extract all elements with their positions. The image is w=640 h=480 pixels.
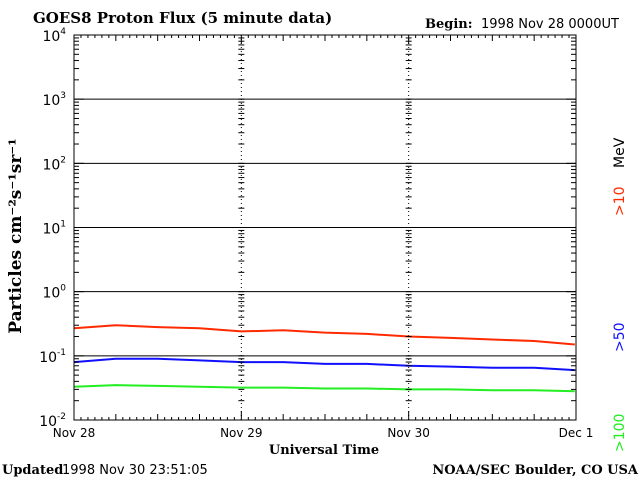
series-line xyxy=(73,357,575,372)
series-layer xyxy=(73,324,575,393)
x-tick-label: Dec 1 xyxy=(559,426,594,440)
y-tick-label: 10-1 xyxy=(39,348,66,366)
y-tick-base: 10 xyxy=(42,29,60,45)
y-tick-exponent: -1 xyxy=(57,348,66,358)
legend-item: >50 xyxy=(612,322,628,352)
y-tick-base: 10 xyxy=(42,222,60,238)
chart-title: GOES8 Proton Flux (5 minute data) xyxy=(33,9,332,27)
y-axis-label: Particles cm⁻²s⁻¹sr⁻¹ xyxy=(6,138,26,333)
y-tick-label: 10-2 xyxy=(39,412,66,430)
x-tick-labels: Nov 28 Nov 29 Nov 30 Dec 1 xyxy=(53,426,594,440)
x-tick-label: Nov 30 xyxy=(387,426,430,440)
legend-item: >100 xyxy=(612,414,628,452)
y-tick-exponent: 3 xyxy=(60,91,66,101)
y-tick-label: 103 xyxy=(42,91,66,109)
y-tick-base: 10 xyxy=(42,157,60,173)
legend-unit: MeV xyxy=(612,137,628,168)
y-tick-label: 100 xyxy=(42,284,66,302)
y-tick-exponent: 1 xyxy=(60,220,66,230)
legend-item: >10 xyxy=(612,186,628,216)
y-tick-exponent: 2 xyxy=(60,155,66,165)
y-tick-base: 10 xyxy=(39,414,57,430)
updated-label: Updated xyxy=(2,463,63,478)
y-tick-label: 104 xyxy=(42,27,66,45)
legend: >10 >50 >100 MeV xyxy=(612,137,628,452)
y-tick-base: 10 xyxy=(42,286,60,302)
y-tick-label: 102 xyxy=(42,155,66,173)
begin-label: Begin: xyxy=(425,17,473,32)
y-tick-exponent: 0 xyxy=(60,284,66,294)
y-tick-exponent: -2 xyxy=(57,412,66,422)
tick-marks xyxy=(73,35,577,421)
series-line xyxy=(73,384,575,393)
updated-value: 1998 Nov 30 23:51:05 xyxy=(62,463,208,478)
y-tick-label: 101 xyxy=(42,220,66,238)
credit-text: NOAA/SEC Boulder, CO USA xyxy=(432,463,639,478)
x-axis-label: Universal Time xyxy=(269,443,379,458)
y-tick-base: 10 xyxy=(39,350,57,366)
begin-value: 1998 Nov 28 0000UT xyxy=(481,17,619,32)
series-line xyxy=(73,324,575,346)
y-tick-exponent: 4 xyxy=(60,27,66,37)
x-tick-label: Nov 29 xyxy=(220,426,263,440)
x-tick-label: Nov 28 xyxy=(53,426,96,440)
plot-grid xyxy=(74,35,576,420)
y-tick-base: 10 xyxy=(42,93,60,109)
